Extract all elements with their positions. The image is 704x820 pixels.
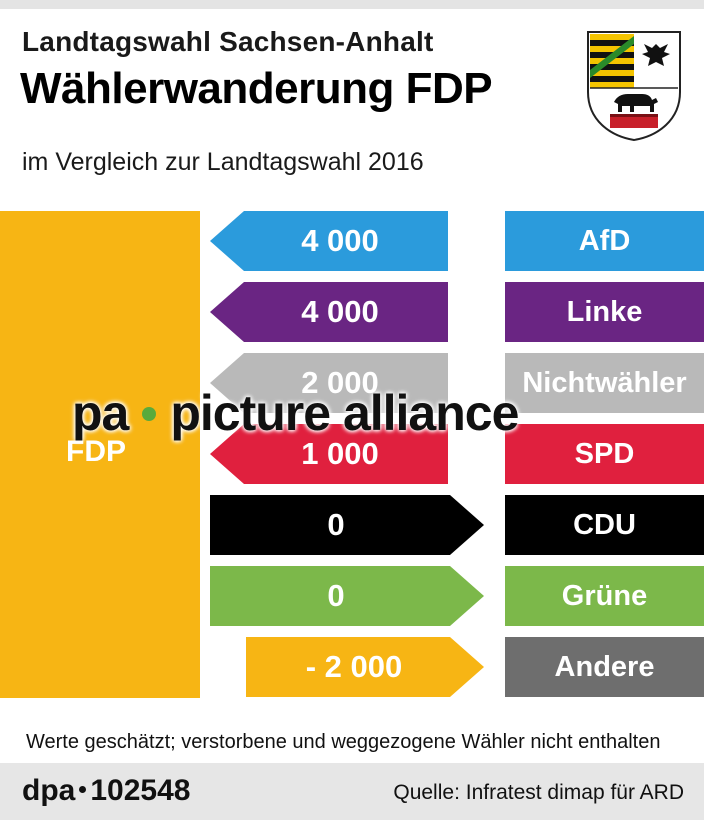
saxony-anhalt-coat-of-arms-icon <box>587 31 681 142</box>
party-label-andere: Andere <box>505 637 704 697</box>
flow-value: 0 <box>327 507 345 542</box>
flow-value: 2 000 <box>301 365 379 400</box>
dpa-credit: dpa 102548 <box>22 774 190 808</box>
party-label-spd: SPD <box>505 424 704 484</box>
party-label-linke: Linke <box>505 282 704 342</box>
flow-value: - 2 000 <box>305 649 403 684</box>
watermark-pa: pa <box>72 385 129 441</box>
bullet-icon <box>79 785 87 793</box>
flow-arrow-afd: 4 000 <box>210 211 448 271</box>
watermark: pa picture alliance <box>72 384 519 442</box>
flow-arrow-cdu: 0 <box>210 495 484 555</box>
party-label-grüne: Grüne <box>505 566 704 626</box>
flow-value: 4 000 <box>301 223 379 258</box>
graphic-id: 102548 <box>90 774 191 807</box>
flow-arrow-nichtwähler: 2 000 <box>210 353 448 413</box>
flow-arrow-andere: - 2 000 <box>246 637 484 697</box>
flow-arrow-grüne: 0 <box>210 566 484 626</box>
watermark-dot-icon <box>142 406 157 421</box>
source-note: Quelle: Infratest dimap für ARD <box>393 781 684 804</box>
footer-bar <box>0 763 704 820</box>
party-label-nichtwähler: Nichtwähler <box>505 353 704 413</box>
chart-subtitle: im Vergleich zur Landtagswahl 2016 <box>22 148 424 176</box>
flow-value: 0 <box>327 578 345 613</box>
flow-value: 4 000 <box>301 294 379 329</box>
flow-value: 1 000 <box>301 436 379 471</box>
chart-title: Wählerwanderung FDP <box>20 64 493 113</box>
flow-arrow-spd: 1 000 <box>210 424 448 484</box>
fdp-block <box>0 211 200 698</box>
fdp-label: FDP <box>66 435 126 468</box>
party-label-afd: AfD <box>505 211 704 271</box>
chart-supertitle: Landtagswahl Sachsen-Anhalt <box>22 26 434 57</box>
flow-arrow-linke: 4 000 <box>210 282 448 342</box>
footnote: Werte geschätzt; verstorbene und weggezo… <box>26 731 661 753</box>
top-bar <box>0 0 704 9</box>
agency-name: dpa <box>22 774 76 807</box>
party-label-cdu: CDU <box>505 495 704 555</box>
watermark-text: picture alliance <box>170 385 519 441</box>
